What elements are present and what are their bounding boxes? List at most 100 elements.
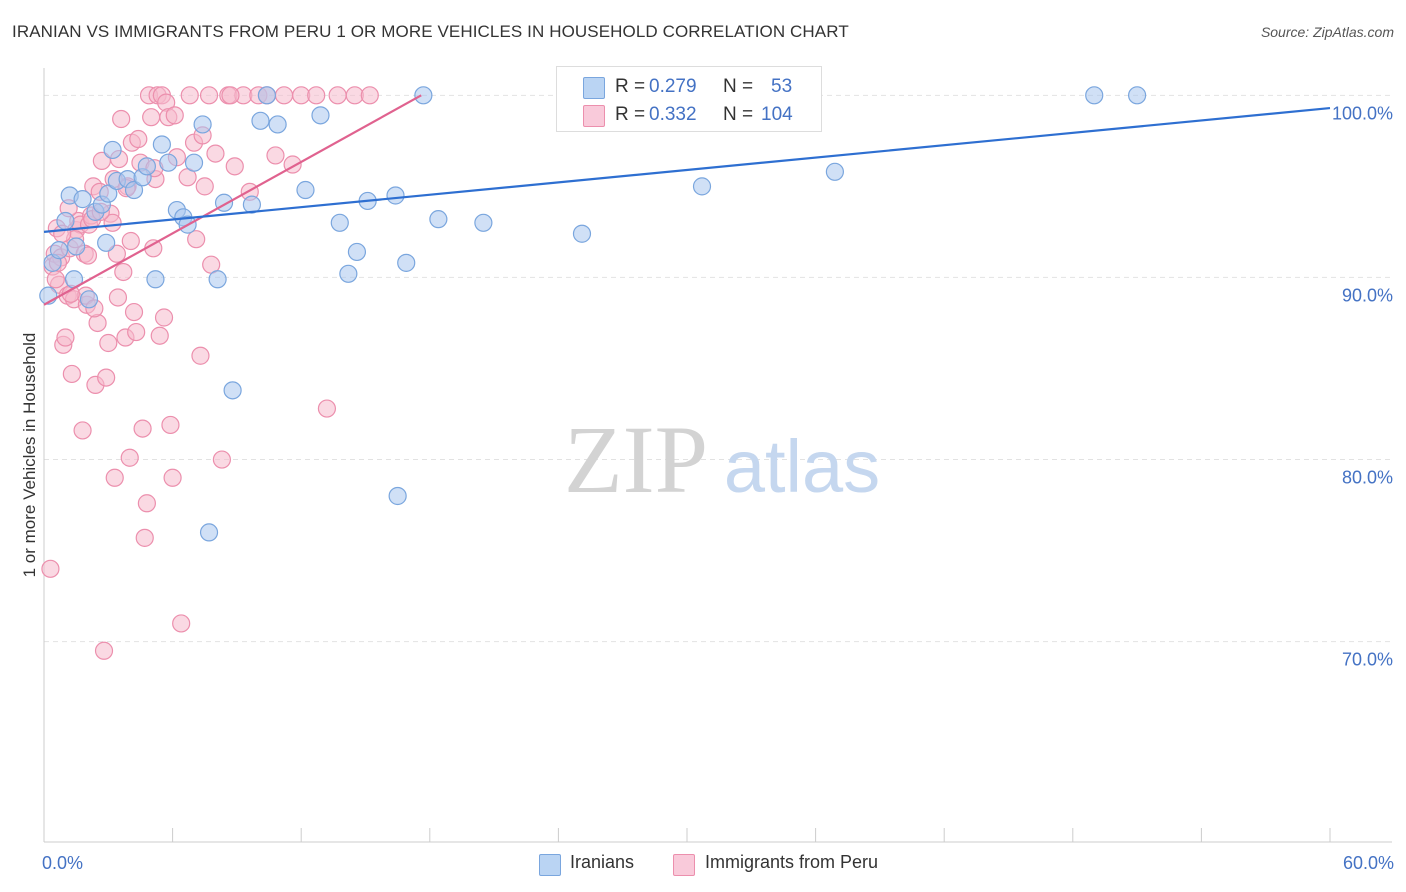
peru-point: [225, 157, 244, 176]
y-tick-label: 100.0%: [1332, 103, 1393, 123]
iranian-point: [49, 241, 69, 260]
iranian-point: [692, 177, 712, 196]
n-value: 53: [771, 76, 793, 97]
peru-point: [127, 322, 146, 342]
iranian-point: [572, 224, 592, 243]
peru-point: [187, 230, 206, 249]
peru-point: [46, 270, 65, 289]
peru-point: [328, 86, 347, 105]
peru-point: [195, 177, 214, 196]
peru-point: [129, 129, 148, 149]
iranian-point: [251, 111, 270, 130]
iranian-point: [184, 153, 204, 172]
peru-points: [41, 86, 379, 660]
x-tick-max: 60.0%: [1342, 853, 1394, 873]
iranian-point: [339, 264, 358, 283]
stats-legend: R = 0.279 N = 53 R = 0.332 N = 104: [556, 66, 822, 132]
iranian-point: [146, 270, 165, 289]
watermark-zip: ZIP: [564, 406, 708, 513]
peru-point: [41, 559, 60, 578]
peru-point: [62, 364, 81, 384]
iranian-point: [268, 115, 287, 134]
iranians-swatch: [583, 77, 605, 99]
stats-row-peru: R = 0.332 N = 104: [557, 101, 821, 129]
iranian-point: [347, 242, 367, 262]
peru-point: [112, 109, 131, 129]
iranian-point: [257, 86, 277, 105]
n-label: N =: [723, 104, 754, 125]
iranian-point: [242, 195, 262, 214]
iranian-point: [386, 186, 405, 205]
peru-legend-label: Immigrants from Peru: [705, 852, 879, 872]
peru-point: [307, 86, 326, 105]
grid-lines: [44, 94, 1392, 643]
peru-point: [124, 302, 144, 322]
iranian-point: [474, 213, 493, 232]
peru-point: [108, 288, 128, 307]
peru-point: [121, 231, 140, 251]
n-label: N =: [723, 76, 754, 97]
iranian-point: [79, 290, 99, 309]
iranian-point: [208, 270, 227, 289]
iranian-point: [825, 162, 844, 181]
iranians-legend-label: Iranians: [570, 852, 635, 872]
axes: [43, 68, 1392, 843]
iranian-point: [296, 180, 315, 200]
iranian-point: [311, 106, 330, 125]
peru-point: [137, 494, 156, 513]
peru-point: [142, 108, 161, 127]
peru-legend-swatch: [673, 854, 695, 876]
peru-point: [73, 421, 92, 440]
peru-point: [266, 146, 285, 165]
peru-point: [105, 468, 124, 487]
y-axis-label: 1 or more Vehicles in Household: [20, 332, 39, 578]
iranian-point: [152, 135, 171, 154]
iranian-point: [414, 86, 433, 105]
peru-point: [212, 450, 231, 469]
series-legend: Iranians Immigrants from Peru: [0, 852, 1406, 878]
iranian-point: [99, 184, 118, 203]
y-tick-label: 90.0%: [1342, 285, 1393, 305]
peru-point: [135, 528, 154, 547]
iranian-point: [67, 237, 86, 256]
peru-point: [317, 399, 337, 418]
peru-point: [206, 144, 225, 163]
iranian-point: [429, 210, 448, 229]
peru-point: [103, 213, 122, 232]
n-value: 104: [761, 104, 793, 125]
chart-title: IRANIAN VS IMMIGRANTS FROM PERU 1 OR MOR…: [12, 22, 849, 41]
peru-point: [154, 308, 174, 327]
peru-point: [191, 346, 210, 365]
iranian-point: [56, 211, 75, 231]
trend-lines: [43, 94, 1331, 306]
peru-point: [172, 614, 191, 633]
y-tick-label: 70.0%: [1342, 650, 1393, 670]
peru-point: [180, 86, 199, 105]
peru-point: [94, 641, 114, 660]
iranian-point: [1127, 86, 1147, 105]
iranian-point: [1085, 86, 1104, 105]
peru-point: [99, 333, 118, 353]
peru-point: [133, 419, 152, 438]
r-value: 0.332: [649, 104, 697, 125]
iranian-point: [124, 180, 144, 200]
peru-point: [360, 86, 379, 105]
peru-trend-line: [43, 94, 422, 306]
iran-points: [39, 86, 1147, 542]
peru-point: [199, 86, 219, 105]
source-label: Source: ZipAtlas.com: [1260, 24, 1394, 40]
iranian-point: [137, 157, 156, 176]
iranian-point: [73, 190, 92, 209]
peru-point: [163, 468, 182, 487]
iranian-point: [159, 153, 178, 172]
peru-point: [56, 328, 75, 347]
iranian-point: [388, 486, 407, 506]
r-label: R =: [615, 104, 646, 125]
r-label: R =: [615, 76, 646, 97]
watermark-atlas: atlas: [724, 425, 880, 508]
peru-point: [114, 262, 133, 282]
iranian-point: [193, 115, 212, 134]
peru-swatch: [583, 105, 605, 127]
peru-point: [150, 326, 169, 345]
iranian-point: [199, 523, 219, 542]
